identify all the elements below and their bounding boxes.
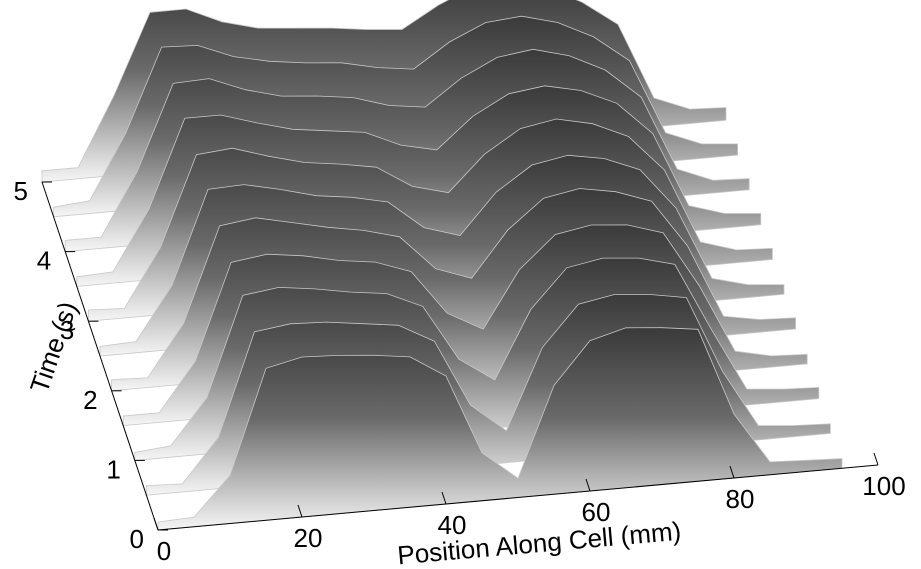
x-tick-label: 100 [862, 471, 905, 501]
x-tick-mark [729, 465, 735, 479]
y-tick-label: 2 [83, 385, 97, 415]
y-tick-label: 4 [37, 246, 51, 276]
x-tick-label: 40 [438, 510, 467, 540]
x-tick-label: 20 [294, 523, 323, 553]
y-axis-title: Time (s) [24, 298, 83, 397]
surface-slice [157, 327, 843, 531]
x-tick-mark [441, 491, 447, 505]
x-tick-mark [585, 478, 591, 492]
x-tick-mark [297, 504, 303, 518]
x-tick-label: 0 [157, 536, 171, 566]
y-tick-label: 0 [130, 524, 144, 554]
x-tick-label: 60 [582, 497, 611, 527]
x-axis-line [157, 464, 879, 531]
y-axis-line [41, 181, 159, 531]
x-tick-label: 80 [726, 484, 755, 514]
x-tick-mark [153, 517, 159, 531]
y-tick-label: 3 [60, 315, 74, 345]
y-tick-label: 1 [106, 454, 120, 484]
surface [41, 0, 843, 531]
x-tick-mark [873, 452, 879, 466]
y-tick-label: 5 [14, 176, 28, 206]
